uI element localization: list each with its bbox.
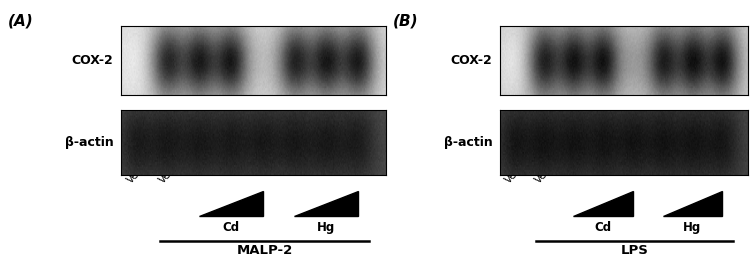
Polygon shape — [573, 191, 633, 216]
Polygon shape — [199, 191, 262, 216]
Text: Hg: Hg — [317, 221, 335, 234]
Text: Hg: Hg — [683, 221, 702, 234]
Text: Veh: Veh — [157, 165, 178, 186]
Text: LPS: LPS — [621, 244, 649, 257]
Text: Cd: Cd — [594, 221, 612, 234]
Text: Veh: Veh — [533, 165, 553, 186]
Text: β-actin: β-actin — [444, 136, 493, 149]
Polygon shape — [662, 191, 722, 216]
Polygon shape — [294, 191, 358, 216]
Text: Veh: Veh — [125, 165, 146, 186]
Text: MALP-2: MALP-2 — [237, 244, 293, 257]
Text: (B): (B) — [393, 14, 419, 29]
Text: COX-2: COX-2 — [72, 54, 113, 67]
Text: Veh: Veh — [503, 165, 524, 186]
Text: Cd: Cd — [222, 221, 240, 234]
Text: (A): (A) — [8, 14, 33, 29]
Text: β-actin: β-actin — [65, 136, 113, 149]
Text: COX-2: COX-2 — [451, 54, 493, 67]
